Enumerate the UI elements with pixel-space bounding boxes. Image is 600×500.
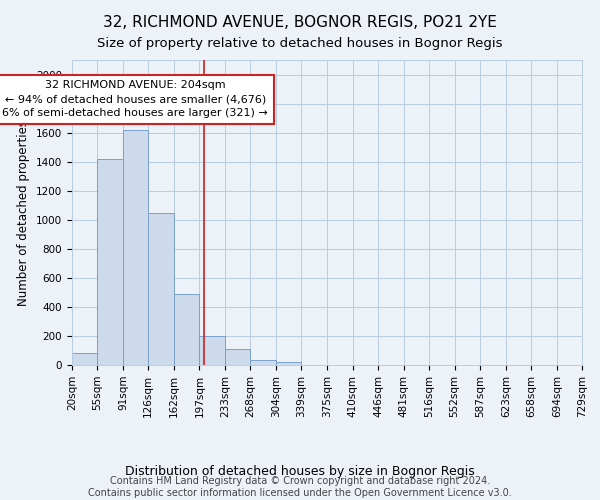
Bar — [199, 336, 225, 365]
Text: Contains HM Land Registry data © Crown copyright and database right 2024.
Contai: Contains HM Land Registry data © Crown c… — [88, 476, 512, 498]
Text: 32, RICHMOND AVENUE, BOGNOR REGIS, PO21 2YE: 32, RICHMOND AVENUE, BOGNOR REGIS, PO21 … — [103, 15, 497, 30]
Text: Distribution of detached houses by size in Bognor Regis: Distribution of detached houses by size … — [125, 465, 475, 478]
Bar — [97, 159, 123, 365]
Bar — [174, 294, 199, 365]
Bar — [148, 212, 174, 365]
Bar — [123, 130, 148, 365]
Y-axis label: Number of detached properties: Number of detached properties — [17, 120, 31, 306]
Bar — [250, 360, 276, 365]
Text: 32 RICHMOND AVENUE: 204sqm
← 94% of detached houses are smaller (4,676)
6% of se: 32 RICHMOND AVENUE: 204sqm ← 94% of deta… — [2, 80, 268, 118]
Bar — [276, 362, 301, 365]
Text: Size of property relative to detached houses in Bognor Regis: Size of property relative to detached ho… — [97, 38, 503, 51]
Bar — [72, 354, 97, 365]
Bar — [225, 349, 250, 365]
